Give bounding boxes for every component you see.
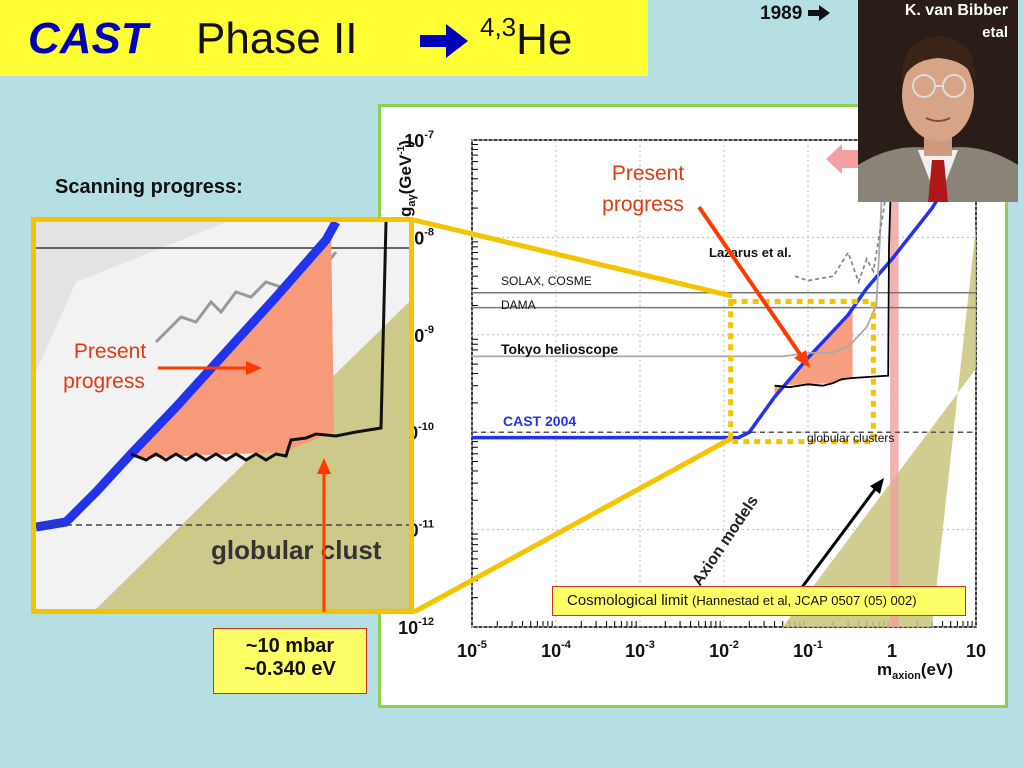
series-line — [472, 139, 885, 358]
x-tick-exp: -1 — [813, 639, 823, 651]
y-axis-close: ) — [396, 140, 415, 146]
series-line — [774, 144, 893, 389]
x-tick-exp: -2 — [729, 639, 739, 651]
cosmological-limit-box: Cosmological limit (Hannestad et al, JCA… — [552, 586, 966, 616]
x-tick-label: 10-3 — [625, 639, 655, 661]
series-label-tokyo: Tokyo helioscope — [501, 341, 618, 357]
x-tick-base: 10 — [793, 641, 813, 661]
title-isotope-mass: 4,3 — [480, 12, 517, 42]
x-tick-label: 10-1 — [793, 639, 823, 661]
x-axis-main: m — [877, 660, 892, 679]
x-axis-sub: axion — [892, 670, 921, 682]
y-tick-exp: -10 — [418, 421, 434, 433]
zoom-cast2-curve — [130, 222, 388, 462]
y-axis-unit: (GeV — [396, 154, 415, 194]
cosmo-reference: (Hannestad et al, JCAP 0507 (05) 002) — [692, 593, 917, 608]
zoom-inset-chart: globular clust — [36, 222, 409, 609]
x-tick-base: 1 — [887, 641, 897, 661]
portrait-mouth — [925, 117, 951, 122]
series-label-dama: DAMA — [501, 298, 536, 312]
cosmo-label: Cosmological limit — [567, 592, 688, 609]
y-tick-exp: -8 — [424, 226, 434, 238]
y-tick-label: 10-12 — [398, 616, 434, 638]
present-progress-main-line1: Present — [612, 162, 685, 185]
y-tick-exp: -7 — [424, 129, 434, 141]
cosmo-arrow-head — [870, 478, 884, 494]
cosmological-limit-band — [890, 140, 899, 627]
title-phase: Phase II — [196, 14, 358, 63]
zoom-globular-label: globular clust — [211, 535, 382, 565]
y-tick-exp: -11 — [419, 519, 434, 531]
present-progress-zoom-line1: Present — [74, 340, 147, 363]
x-tick-exp: -5 — [477, 639, 487, 651]
series-label-cast2004: CAST 2004 — [503, 413, 576, 429]
x-tick-label: 10 — [966, 641, 986, 661]
x-axis-unit: (eV) — [921, 660, 953, 679]
callout-mass: ~0.340 eV — [244, 658, 336, 680]
x-axis-title: maxion(eV) — [877, 660, 953, 682]
y-axis-main: g — [396, 207, 415, 217]
present-progress-main-line2: progress — [602, 193, 684, 216]
right-arrow-icon — [420, 24, 468, 58]
present-progress-arrow-main-head — [794, 350, 810, 368]
series-line — [794, 144, 893, 285]
zoom-inset: globular clust — [31, 217, 414, 614]
zoom-watermark — [36, 222, 226, 372]
photo-name: K. van Bibber — [904, 2, 1008, 19]
pink-pointer-arrow-head — [826, 144, 842, 174]
y-axis-sub: aγ — [406, 193, 418, 206]
axion-models-band — [782, 226, 976, 628]
pressure-mass-callout: ~10 mbar ~0.340 eV — [213, 628, 367, 694]
callout-arrow-head — [317, 458, 331, 474]
y-axis-title: gaγ(GeV-1) — [396, 140, 418, 217]
portrait-tie — [928, 160, 948, 202]
series-layer — [472, 139, 945, 440]
present-progress-zoom-line2: progress — [63, 370, 145, 393]
series-label-globular: globular clusters — [807, 431, 894, 445]
year-annotation: 1989 — [760, 3, 830, 25]
zoom-connector-bottom — [412, 435, 734, 615]
right-arrow-small-icon — [807, 5, 830, 21]
title-isotope: 4,3He — [480, 12, 572, 65]
x-tick-base: 10 — [966, 641, 986, 661]
x-tick-base: 10 — [457, 641, 477, 661]
portrait-face — [902, 49, 974, 141]
zoom-region-marker — [728, 298, 876, 445]
y-axis-exp: -1 — [396, 145, 407, 154]
y-tick-label: 10-7 — [404, 129, 434, 151]
x-tick-label: 1 — [887, 641, 897, 661]
portrait-illustration — [858, 0, 1018, 202]
title-cast: CAST — [28, 14, 148, 63]
x-tick-label: 10-2 — [709, 639, 739, 661]
x-tick-label: 10-4 — [541, 639, 572, 661]
present-progress-arrow-zoom-head — [246, 361, 262, 375]
series-label-solax: SOLAX, COSME — [501, 274, 592, 288]
x-tick-label: 10-5 — [457, 639, 487, 661]
y-tick-exp: -12 — [418, 616, 434, 628]
tick-labels: 10-510-410-310-210-111010-1210-1110-1010… — [398, 129, 986, 661]
callout-pressure: ~10 mbar — [245, 635, 335, 657]
portrait-hair — [901, 36, 976, 82]
series-line — [472, 189, 945, 440]
scanning-progress-label: Scanning progress: — [55, 176, 243, 198]
y-tick-base: 10 — [398, 618, 418, 638]
x-tick-exp: -4 — [561, 639, 572, 651]
x-tick-base: 10 — [541, 641, 561, 661]
x-tick-exp: -3 — [645, 639, 655, 651]
year-text: 1989 — [760, 3, 803, 24]
title-isotope-symbol: He — [516, 15, 573, 64]
x-tick-base: 10 — [709, 641, 729, 661]
zoom-connector-top — [413, 217, 733, 299]
cosmo-arrow — [798, 487, 878, 591]
title-band — [0, 0, 648, 76]
present-progress-arrow-main — [697, 205, 806, 362]
y-tick-base: 10 — [404, 131, 424, 151]
y-tick-exp: -9 — [424, 324, 434, 336]
x-tick-base: 10 — [625, 641, 645, 661]
main-chart: 10-510-410-310-210-111010-1210-1110-1010… — [396, 129, 986, 682]
zoom-cast-2004-curve — [36, 222, 340, 532]
portrait-photo: K. van Bibber etal — [858, 0, 1018, 202]
photo-etal: etal — [982, 24, 1008, 41]
